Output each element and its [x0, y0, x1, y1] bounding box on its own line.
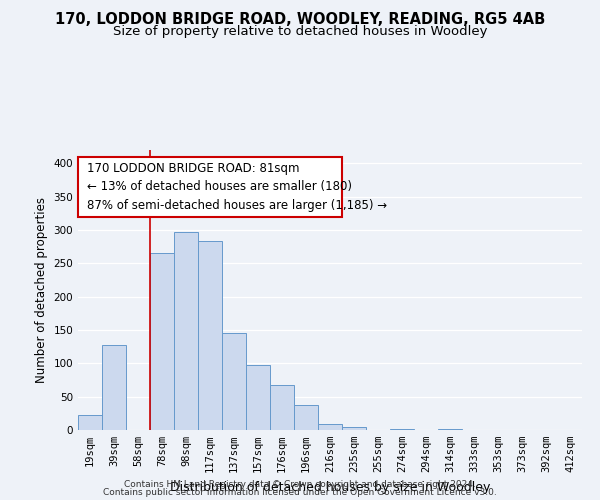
Bar — [438, 428, 462, 430]
Bar — [222, 334, 246, 430]
Bar — [294, 406, 318, 430]
Bar — [318, 424, 342, 430]
Bar — [390, 428, 414, 430]
Text: 170, LODDON BRIDGE ROAD, WOODLEY, READING, RG5 4AB: 170, LODDON BRIDGE ROAD, WOODLEY, READIN… — [55, 12, 545, 28]
Text: 170 LODDON BRIDGE ROAD: 81sqm
← 13% of detached houses are smaller (180)
87% of : 170 LODDON BRIDGE ROAD: 81sqm ← 13% of d… — [87, 162, 387, 212]
Bar — [246, 364, 270, 430]
Bar — [342, 426, 366, 430]
Text: Size of property relative to detached houses in Woodley: Size of property relative to detached ho… — [113, 25, 487, 38]
Y-axis label: Number of detached properties: Number of detached properties — [35, 197, 48, 383]
Bar — [102, 344, 126, 430]
Bar — [270, 384, 294, 430]
Text: Contains public sector information licensed under the Open Government Licence v3: Contains public sector information licen… — [103, 488, 497, 497]
Bar — [150, 254, 174, 430]
Bar — [174, 232, 198, 430]
Text: Contains HM Land Registry data © Crown copyright and database right 2024.: Contains HM Land Registry data © Crown c… — [124, 480, 476, 489]
X-axis label: Distribution of detached houses by size in Woodley: Distribution of detached houses by size … — [170, 480, 490, 494]
Bar — [198, 240, 222, 430]
Bar — [78, 416, 102, 430]
